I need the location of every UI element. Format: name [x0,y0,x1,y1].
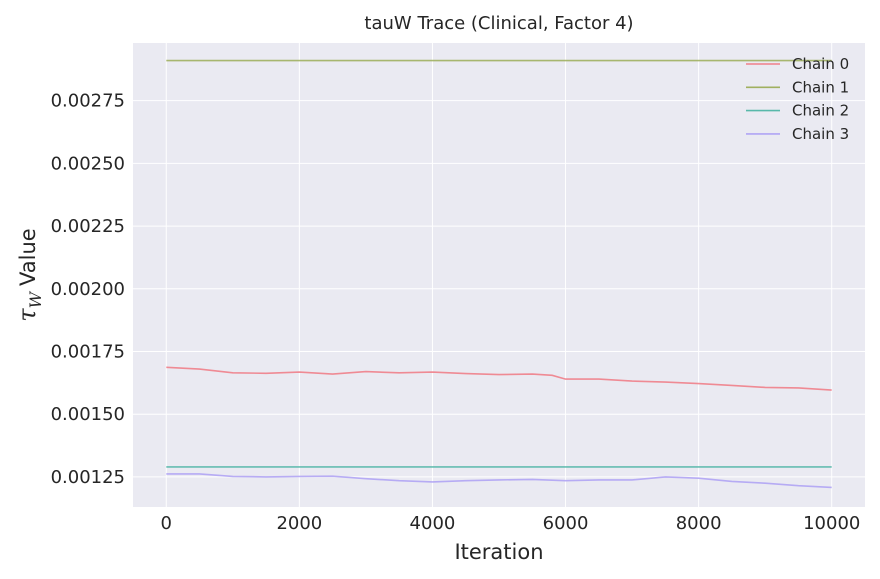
y-tick-label: 0.00275 [51,91,125,112]
y-tick-label: 0.00175 [51,341,125,362]
x-tick-label: 8000 [676,513,722,534]
x-tick-label: 4000 [410,513,456,534]
y-tick-label: 0.00125 [51,467,125,488]
legend-label-chain-2: Chain 2 [792,102,849,120]
series-line-chain-3 [166,473,832,489]
series-line-chain-0 [166,366,832,391]
y-tick-label: 0.00200 [51,279,125,300]
y-tick-label: 0.00150 [51,404,125,425]
legend: Chain 0 Chain 1 Chain 2 Chain 3 [746,55,849,143]
y-axis-label-text: Value [16,228,40,286]
legend-label-chain-3: Chain 3 [792,125,849,143]
y-axis-label: τW Value [13,228,45,321]
x-axis-label: Iteration [454,540,543,564]
y-axis-label-subscript: W [26,290,45,308]
y-axis-label-symbol: τ [13,308,41,322]
x-tick-label: 10000 [803,513,860,534]
chart-title: tauW Trace (Clinical, Factor 4) [364,13,633,34]
x-tick-label: 0 [161,513,172,534]
y-tick-label: 0.00250 [51,153,125,174]
y-tick-label: 0.00225 [51,216,125,237]
legend-label-chain-0: Chain 0 [792,55,849,73]
grid-lines [133,43,865,507]
x-tick-label: 2000 [276,513,322,534]
x-tick-labels: 0 2000 4000 6000 8000 10000 [161,513,861,534]
legend-label-chain-1: Chain 1 [792,78,849,96]
plot-background [133,43,865,507]
y-tick-labels: 0.00125 0.00150 0.00175 0.00200 0.00225 0.002… [51,91,125,488]
series-layer [166,59,832,489]
x-tick-label: 6000 [543,513,589,534]
